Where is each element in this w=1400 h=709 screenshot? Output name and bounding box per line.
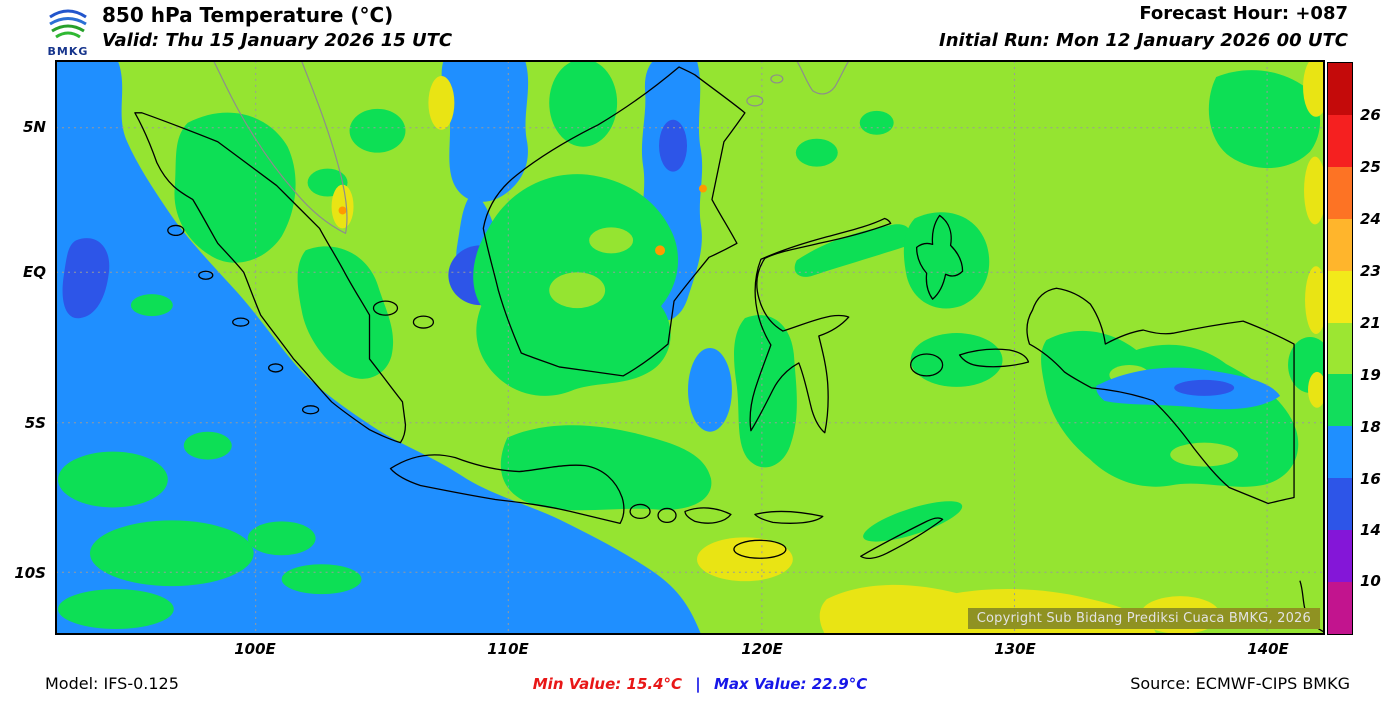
coastlines-foreign [213, 61, 850, 234]
sumbawa-island [684, 507, 732, 524]
lon-label-110e: 110E [487, 640, 529, 658]
temperature-map: Copyright Sub Bidang Prediksi Cuaca BMKG… [55, 60, 1325, 635]
coastlines-indonesia [134, 66, 1324, 633]
map-border [56, 61, 1324, 634]
colorbar-tick-26: 26 [1360, 106, 1381, 124]
mentawai-islands [167, 224, 185, 237]
bali-island [629, 503, 651, 520]
lombok-island [657, 507, 677, 524]
bmkg-logo-text: BMKG [47, 45, 89, 58]
forecast-hour: Forecast Hour: +087 [1139, 3, 1348, 24]
colorbar-tick-10: 10 [1360, 572, 1381, 590]
field-orange-hotspots [338, 184, 707, 256]
colorbar-tick-24: 24 [1360, 210, 1381, 228]
colorbar-segment [1328, 114, 1352, 167]
java-coastline [389, 454, 625, 525]
colorbar-segment [1328, 582, 1352, 634]
model-label: Model: IFS-0.125 [45, 674, 179, 693]
bmkg-logo: BMKG [40, 3, 96, 58]
colorbar-tick-16: 16 [1360, 470, 1381, 488]
bangka-island [372, 300, 399, 316]
copyright-badge: Copyright Sub Bidang Prediksi Cuaca BMKG… [967, 608, 1320, 629]
temperature-field-svg [56, 61, 1324, 634]
temperature-colorbar [1327, 62, 1353, 635]
lat-label-5n: 5N [23, 118, 46, 136]
min-value: Min Value: 15.4°C [532, 675, 683, 693]
sumba-island [733, 539, 787, 559]
field-papua-highland-cold [1096, 367, 1281, 410]
minmax-separator: | [695, 675, 701, 693]
lon-label-120e: 120E [741, 640, 783, 658]
belitung-island [412, 315, 435, 329]
timor-island [860, 517, 944, 560]
colorbar-tick-14: 14 [1360, 521, 1381, 539]
lat-label-5s: 5S [24, 414, 46, 432]
philippines-coastline [796, 61, 850, 95]
colorbar-tick-23: 23 [1360, 262, 1381, 280]
lon-label-100e: 100E [234, 640, 276, 658]
page-title: 850 hPa Temperature (°C) [102, 3, 394, 27]
colorbar-tick-25: 25 [1360, 158, 1381, 176]
initial-run: Initial Run: Mon 12 January 2026 00 UTC [939, 30, 1348, 51]
colorbar-tick-19: 19 [1360, 366, 1381, 384]
lat-label-10s: 10S [14, 564, 46, 582]
borneo-coastline [482, 66, 746, 377]
seram-island [958, 348, 1030, 368]
buru-island [910, 353, 944, 377]
halmahera-coastline [915, 214, 964, 300]
colorbar-segment [1328, 374, 1352, 427]
lon-label-130e: 130E [994, 640, 1036, 658]
colorbar-segment [1328, 426, 1352, 479]
minmax-values: Min Value: 15.4°C | Max Value: 22.9°C [533, 675, 867, 693]
colorbar-segment [1328, 63, 1352, 115]
sulawesi-coastline [749, 217, 892, 434]
lat-label-eq: EQ [23, 263, 46, 281]
source-label: Source: ECMWF-CIPS BMKG [1130, 674, 1350, 693]
colorbar-tick-18: 18 [1360, 418, 1381, 436]
colorbar-segment [1328, 478, 1352, 531]
valid-time: Valid: Thu 15 January 2026 15 UTC [102, 30, 453, 51]
colorbar-segment [1328, 530, 1352, 583]
sumatra-coastline [134, 112, 407, 444]
lon-label-140e: 140E [1247, 640, 1289, 658]
papua-coastline [1026, 287, 1295, 505]
bmkg-logo-icon [49, 9, 87, 39]
colorbar-segment [1328, 270, 1352, 323]
flores-island [754, 510, 824, 524]
malay-peninsula-coastline [213, 61, 348, 234]
colorbar-segment [1328, 218, 1352, 271]
colorbar-segment [1328, 166, 1352, 219]
gridlines [56, 61, 1324, 634]
max-value: Max Value: 22.9°C [713, 675, 868, 693]
colorbar-tick-21: 21 [1360, 314, 1381, 332]
colorbar-segment [1328, 322, 1352, 375]
